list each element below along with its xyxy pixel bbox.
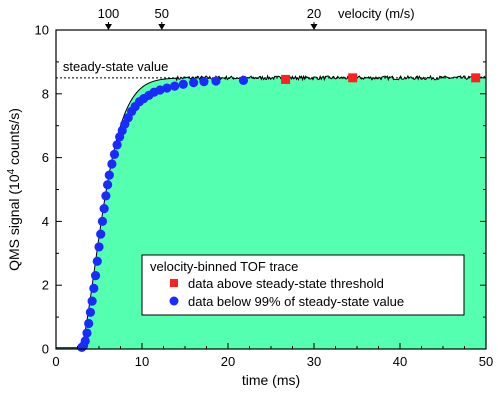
legend-label-above: data above steady-state threshold [188, 276, 384, 291]
top-axis-label: velocity (m/s) [338, 6, 415, 21]
x-tick-label: 10 [135, 354, 149, 369]
x-tick-label: 50 [479, 354, 493, 369]
data-point-circle [92, 256, 102, 266]
data-point-circle [211, 76, 221, 86]
legend-title: velocity-binned TOF trace [150, 259, 298, 274]
data-point-circle [84, 318, 94, 329]
data-point-circle [90, 271, 101, 281]
data-point-circle [199, 77, 209, 87]
steady-state-label: steady-state value [63, 59, 169, 74]
top-axis-arrow [104, 24, 112, 30]
x-axis-ticks: 0 10 20 30 40 50 [52, 343, 493, 369]
x-axis-title: time (ms) [242, 372, 300, 388]
y-axis-title-sup: 4 [6, 168, 17, 174]
top-axis-tick-label: 50 [155, 6, 169, 21]
data-point-circle [80, 336, 90, 346]
data-point-circle [85, 307, 95, 317]
data-point-circle [94, 242, 104, 252]
data-point-circle [101, 191, 111, 201]
legend-circle-marker [169, 296, 179, 306]
y-axis-ticks: 0 2 4 6 8 10 [35, 23, 486, 357]
data-point-circle [103, 180, 113, 190]
signal-trace-line [56, 74, 486, 349]
top-axis-tick-label: 20 [307, 6, 321, 21]
data-point-circle [107, 159, 117, 169]
data-point-circle [189, 78, 199, 88]
data-points [77, 73, 481, 353]
y-tick-label: 8 [42, 86, 49, 101]
x-tick-label: 30 [307, 354, 321, 369]
data-point-square [471, 73, 481, 83]
data-point-circle [112, 140, 122, 150]
data-point-circle [104, 170, 114, 180]
data-point-circle [170, 81, 180, 91]
data-point-circle [97, 216, 108, 226]
y-tick-label: 10 [35, 23, 49, 38]
legend-box [141, 254, 465, 316]
y-axis-title-main: QMS signal (10 [6, 174, 22, 271]
legend-square-marker [170, 279, 178, 287]
data-point-circle [99, 204, 109, 214]
data-point-square [348, 73, 358, 83]
top-axis-arrow [158, 24, 166, 30]
data-point-circle [96, 229, 106, 239]
x-tick-label: 20 [221, 354, 235, 369]
x-tick-label: 0 [52, 354, 59, 369]
data-point-square [281, 74, 291, 84]
legend-label-below: data below 99% of steady-state value [188, 294, 404, 309]
top-velocity-axis: 100 50 20 [98, 6, 321, 30]
data-point-circle [87, 296, 97, 306]
data-point-circle [178, 79, 188, 89]
y-tick-label: 4 [42, 214, 49, 229]
y-tick-label: 6 [42, 150, 49, 165]
data-point-circle [162, 83, 172, 93]
top-axis-arrow [310, 24, 318, 30]
y-axis-title: QMS signal (104 counts/s) [6, 108, 22, 271]
data-point-circle [238, 75, 249, 86]
y-axis-title-tail: counts/s) [6, 108, 22, 169]
data-point-circle [89, 283, 99, 293]
legend: velocity-binned TOF trace data above ste… [141, 254, 465, 316]
y-tick-label: 2 [42, 278, 49, 293]
x-tick-label: 40 [393, 354, 407, 369]
data-point-circle [82, 328, 92, 338]
top-axis-tick-label: 100 [98, 6, 120, 21]
y-tick-label: 0 [42, 342, 49, 357]
signal-trace [56, 74, 486, 349]
data-point-circle [109, 149, 120, 160]
